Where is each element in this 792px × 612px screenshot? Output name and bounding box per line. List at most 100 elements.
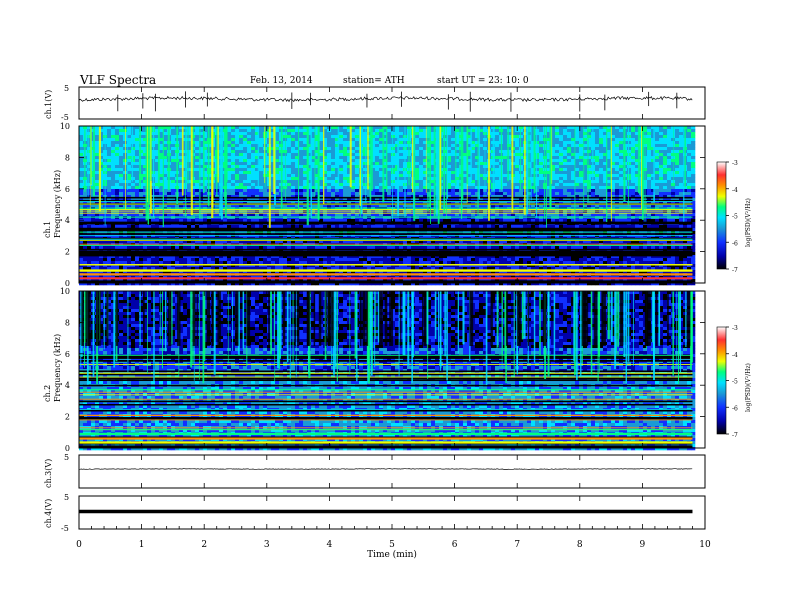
spectrogram-cell	[143, 210, 148, 214]
spectrogram-cell	[583, 165, 588, 169]
spectrogram-cell	[291, 189, 296, 193]
spectrogram-cell	[691, 177, 696, 181]
spectrogram-cell	[663, 141, 668, 145]
spectrogram-cell	[207, 213, 212, 217]
spectrogram-cell	[243, 213, 248, 217]
spectrogram-cell	[391, 195, 396, 199]
spectrogram-cell	[475, 192, 480, 196]
spectrogram-cell	[199, 156, 204, 160]
spectrogram-cell	[599, 162, 604, 166]
spectrogram-cell	[255, 156, 260, 160]
spectrogram-cell	[111, 186, 116, 190]
spectrogram-cell	[675, 162, 680, 166]
spectrogram-cell	[495, 162, 500, 166]
spectrogram-cell	[287, 129, 292, 133]
spectrogram-cell	[663, 171, 668, 175]
spectrogram-cell	[375, 210, 380, 214]
spectrogram-cell	[647, 162, 652, 166]
spectrogram-cell	[203, 144, 208, 148]
spectrogram-cell	[431, 165, 436, 169]
spectrogram-cell	[631, 168, 636, 172]
spectrogram-cell	[307, 147, 312, 151]
spectrogram-cell	[391, 210, 396, 214]
spectrogram-cell	[627, 219, 632, 223]
spectrogram-cell	[371, 141, 376, 145]
spectrogram-cell	[135, 192, 140, 196]
spectrogram-cell	[663, 207, 668, 211]
spectrogram-cell	[275, 213, 280, 217]
spectrogram-cell	[115, 153, 120, 157]
spectrogram-cell	[351, 171, 356, 175]
spectrogram-cell	[235, 150, 240, 154]
spectrogram-cell	[107, 150, 112, 154]
spectrogram-cell	[287, 219, 292, 223]
spectrogram-cell	[691, 135, 696, 139]
spectrogram-cell	[163, 201, 168, 205]
spectrogram-cell	[383, 207, 388, 211]
spectrogram-cell	[339, 171, 344, 175]
spectrogram-cell	[539, 183, 544, 187]
spectrogram-cell	[471, 168, 476, 172]
spectrogram-cell	[87, 177, 92, 181]
spectrogram-cell	[251, 213, 256, 217]
spectrogram-cell	[691, 153, 696, 157]
spectrogram-cell	[443, 147, 448, 151]
spectrogram-cell	[603, 174, 608, 178]
spectrogram-cell	[611, 174, 616, 178]
spectrogram-cell	[687, 198, 692, 202]
spectrogram-cell	[655, 192, 660, 196]
spectrogram-cell	[111, 183, 116, 187]
spectrogram-cell	[119, 198, 124, 202]
spectrogram-cell	[675, 171, 680, 175]
spectrogram-cell	[611, 177, 616, 181]
spectrogram-cell	[259, 195, 264, 199]
spectrogram-cell	[387, 189, 392, 193]
spectrogram-cell	[395, 213, 400, 217]
spectrogram-cell	[223, 216, 228, 220]
spectrogram-cell	[203, 132, 208, 136]
spectrogram-cell	[275, 183, 280, 187]
spectrogram-cell	[311, 156, 316, 160]
spectrogram-cell	[619, 132, 624, 136]
spectrogram-cell	[319, 132, 324, 136]
spectrogram-cell	[615, 189, 620, 193]
spectrogram-cell	[383, 141, 388, 145]
spectrogram-cell	[243, 156, 248, 160]
spectrogram-cell	[239, 204, 244, 208]
spectrogram-cell	[259, 180, 264, 184]
spectrogram-cell	[615, 153, 620, 157]
spectrogram-cell	[567, 153, 572, 157]
spectrogram-cell	[611, 219, 616, 223]
spectrogram-cell	[247, 186, 252, 190]
spectrogram-cell	[455, 198, 460, 202]
spectrogram-cell	[299, 132, 304, 136]
spectrogram-cell	[95, 162, 100, 166]
spectrogram-cell	[619, 216, 624, 220]
spectrogram-cell	[451, 126, 456, 130]
spectrogram-cell	[279, 219, 284, 223]
spectrogram-cell	[611, 210, 616, 214]
spectrogram-cell	[239, 132, 244, 136]
spectrogram-cell	[375, 180, 380, 184]
spectrogram-cell	[591, 198, 596, 202]
spectrogram-cell	[163, 126, 168, 130]
spectrogram-cell	[599, 168, 604, 172]
spectrogram-cell	[351, 180, 356, 184]
spectrogram-cell	[79, 213, 84, 217]
spectrogram-cell	[91, 198, 96, 202]
spectrogram-cell	[583, 183, 588, 187]
spectrogram-cell	[319, 138, 324, 142]
spectrogram-cell	[291, 159, 296, 163]
spectrogram-cell	[271, 192, 276, 196]
spectrogram-cell	[383, 150, 388, 154]
spectrogram-cell	[579, 207, 584, 211]
spectrogram-cell	[187, 147, 192, 151]
spectrogram-cell	[539, 159, 544, 163]
spectrogram-cell	[323, 177, 328, 181]
spectrogram-cell	[291, 156, 296, 160]
spectrogram-cell	[299, 210, 304, 214]
spectrogram-cell	[683, 207, 688, 211]
spectrogram-cell	[519, 171, 524, 175]
spectrogram-cell	[415, 177, 420, 181]
spectrogram-cell	[127, 147, 132, 151]
